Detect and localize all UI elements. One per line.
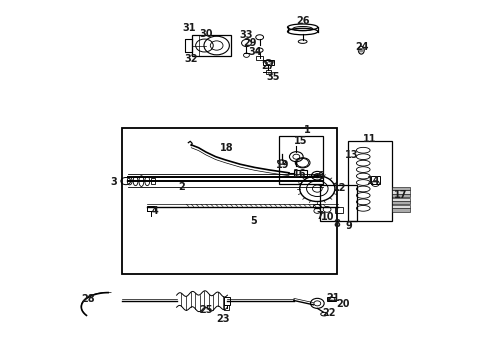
Bar (151, 178, 155, 184)
Text: 21: 21 (326, 293, 340, 303)
Text: 34: 34 (248, 46, 262, 57)
Bar (263, 59, 274, 64)
Bar (294, 170, 307, 176)
Text: 5: 5 (250, 216, 257, 226)
Text: 23: 23 (216, 314, 229, 324)
Text: 25: 25 (199, 305, 213, 315)
Text: 3: 3 (111, 177, 118, 187)
Text: 4: 4 (152, 206, 158, 216)
Bar (147, 206, 155, 211)
Text: 19: 19 (276, 160, 290, 170)
Text: 10: 10 (321, 212, 335, 222)
Text: 32: 32 (185, 54, 198, 64)
Text: 1: 1 (304, 125, 311, 135)
Text: 14: 14 (367, 176, 381, 186)
Text: 13: 13 (345, 150, 358, 160)
Bar (392, 194, 410, 197)
Bar (256, 56, 263, 59)
Bar (192, 36, 231, 55)
Bar (320, 185, 357, 221)
Text: 35: 35 (267, 72, 280, 82)
Bar (392, 208, 410, 212)
Bar (371, 176, 380, 184)
Text: 16: 16 (293, 169, 306, 179)
Bar (335, 207, 343, 213)
Text: 18: 18 (220, 143, 233, 153)
Text: 22: 22 (322, 309, 336, 318)
Bar (122, 129, 337, 274)
Bar (224, 305, 229, 310)
Bar (266, 69, 271, 74)
Text: 11: 11 (363, 134, 377, 144)
Text: 33: 33 (239, 30, 253, 40)
Text: 17: 17 (393, 190, 407, 200)
Bar (392, 205, 410, 208)
Text: 27: 27 (262, 61, 275, 71)
Text: 6: 6 (318, 171, 324, 181)
Circle shape (359, 48, 364, 52)
Text: 20: 20 (336, 299, 349, 309)
Text: 24: 24 (356, 42, 369, 51)
Bar (279, 136, 323, 184)
Text: 29: 29 (243, 38, 257, 48)
Text: 8: 8 (333, 219, 340, 229)
Text: 31: 31 (182, 23, 196, 33)
Text: 12: 12 (333, 183, 346, 193)
Text: 15: 15 (294, 136, 307, 146)
Text: 28: 28 (81, 294, 95, 304)
Bar (347, 141, 392, 221)
Bar (223, 297, 230, 305)
Bar (392, 187, 410, 190)
Bar (392, 198, 410, 201)
Bar (392, 190, 410, 194)
Text: 7: 7 (316, 211, 322, 221)
Text: 2: 2 (178, 182, 185, 192)
Text: 30: 30 (199, 30, 213, 39)
Text: 9: 9 (345, 221, 352, 231)
Bar (327, 297, 336, 301)
Bar (392, 201, 410, 204)
Text: 26: 26 (296, 16, 309, 26)
